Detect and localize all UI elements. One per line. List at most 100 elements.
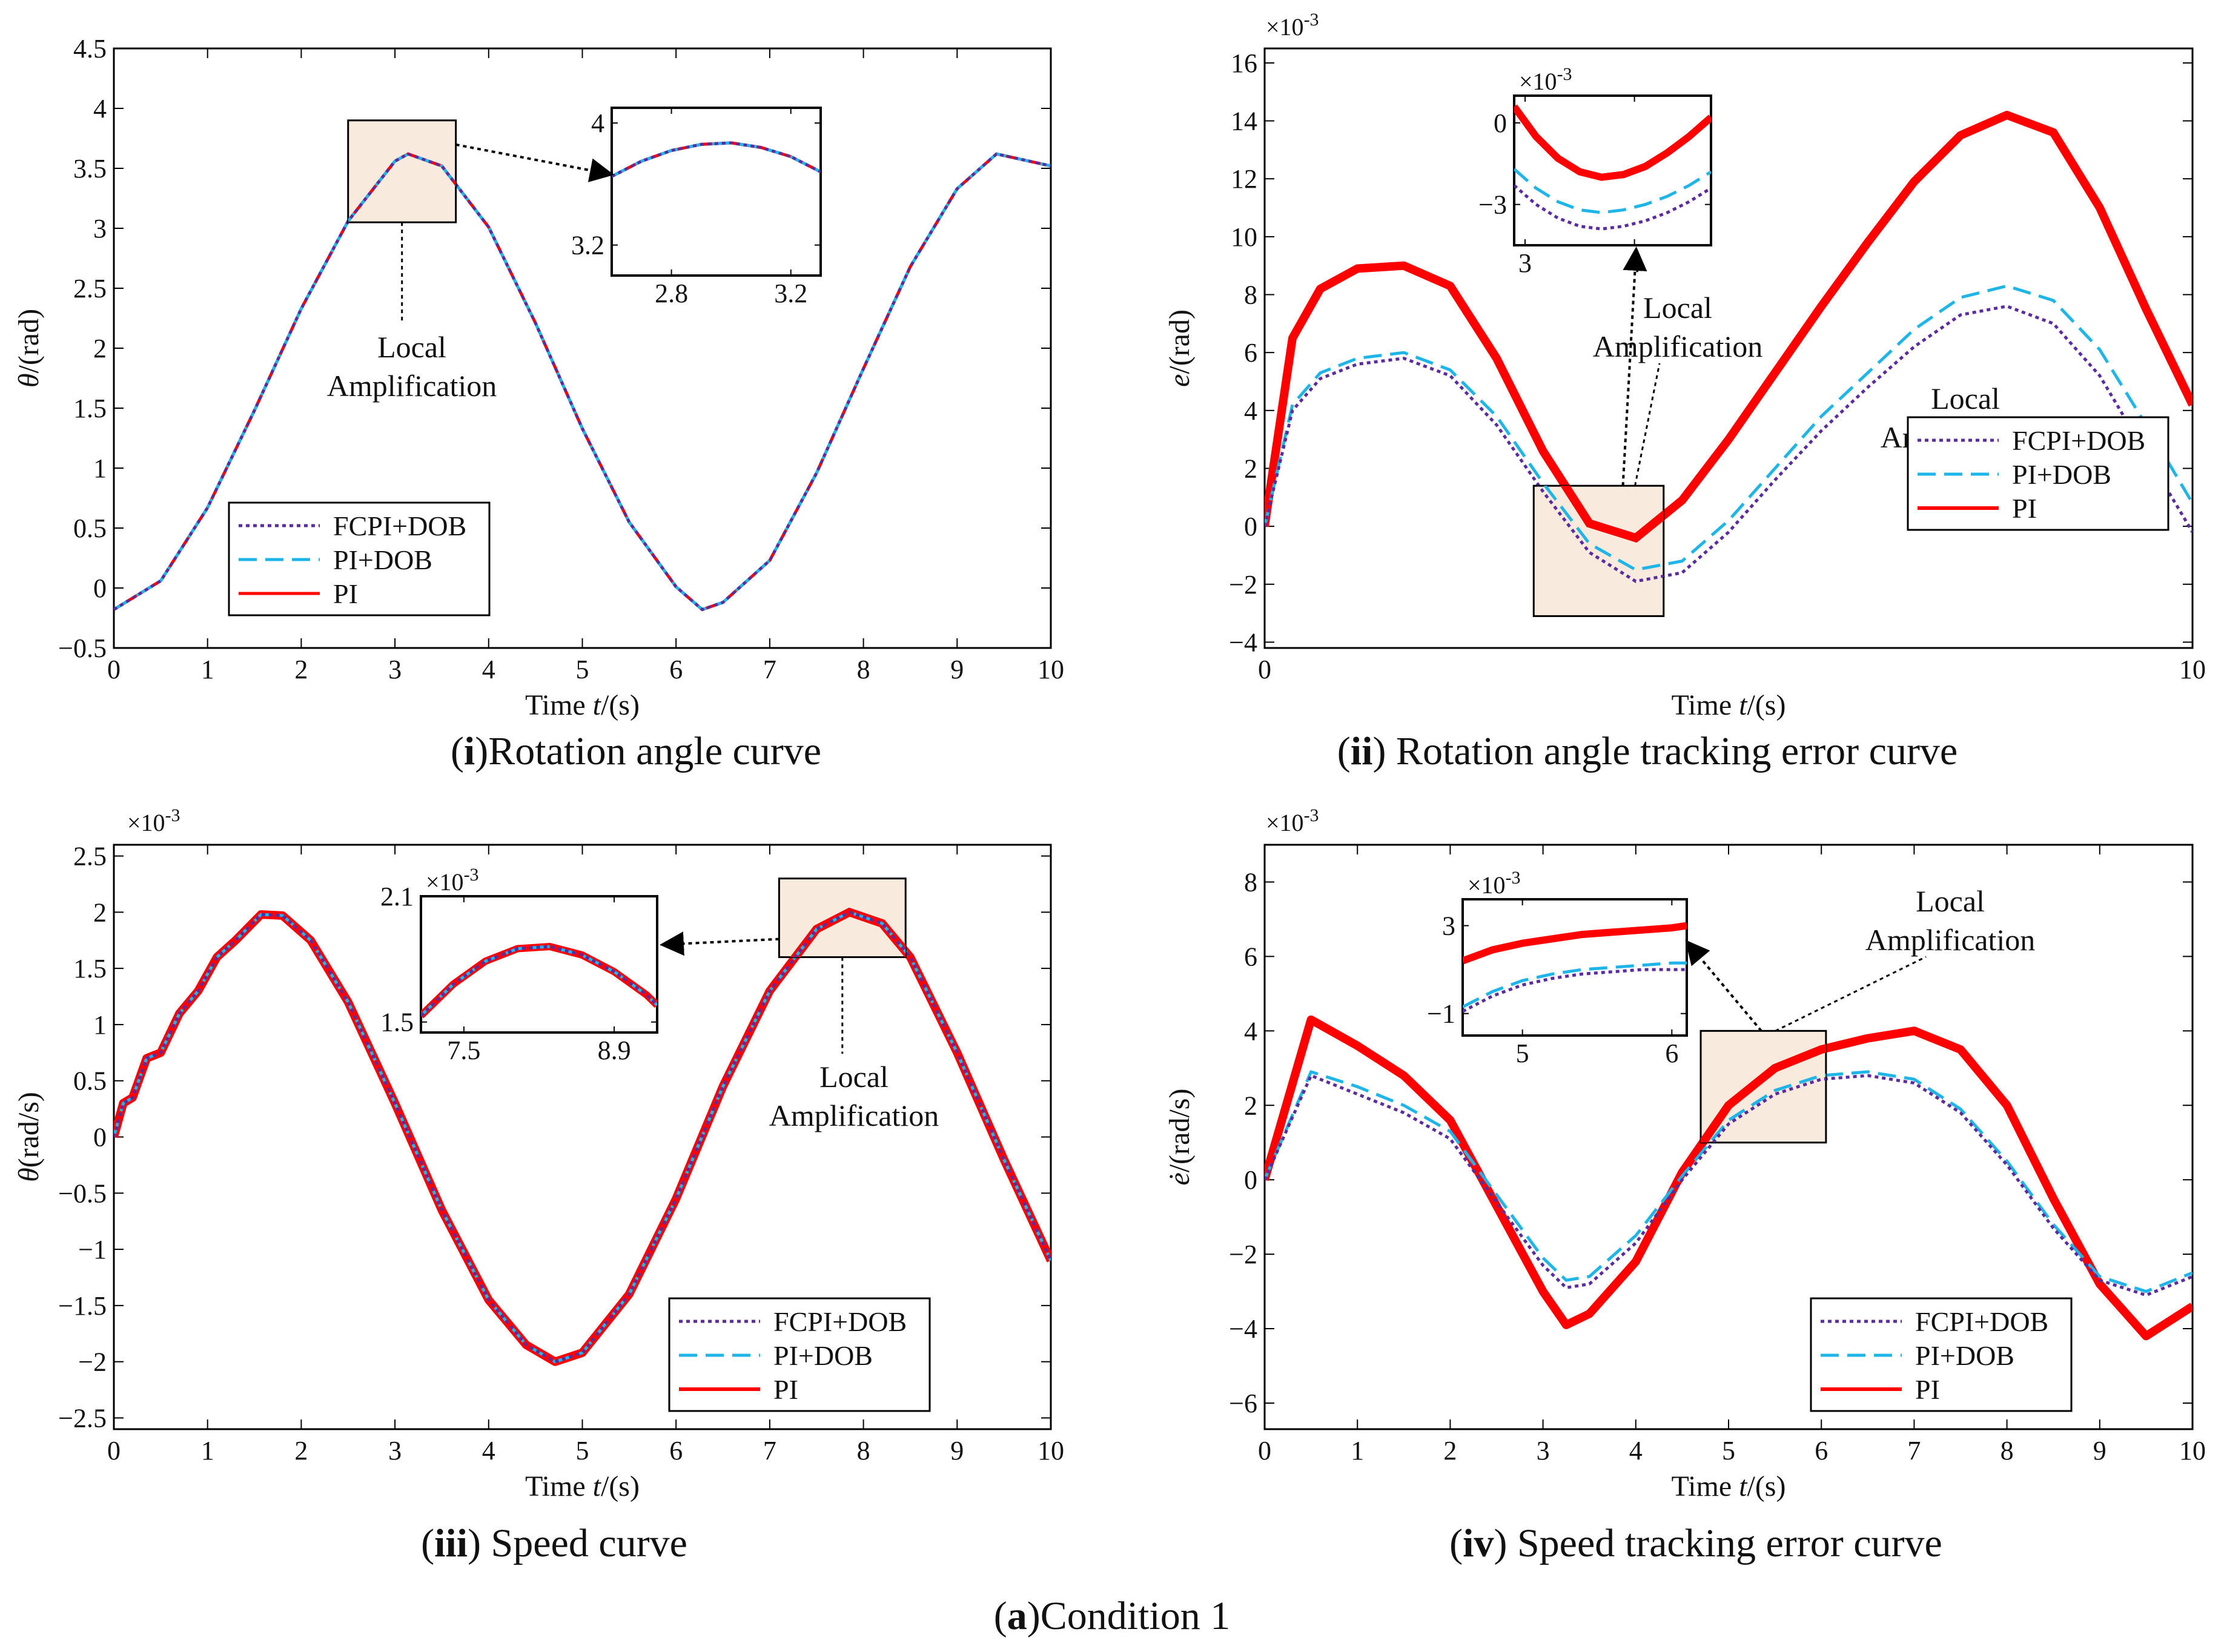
axis-multiplier: ×10-3: [1266, 10, 1319, 41]
series-group: [114, 152, 1051, 612]
panel-iii: 0 1 2 3 4 5 6 7 8 9 10 −2.5 −2 −1.5 −1 −0.5 0 0.5 1 1.5 2 2.5…: [13, 805, 1064, 1565]
x-tick-label: 1: [201, 1436, 214, 1465]
series-line-fcpi-dob: [1265, 1074, 2193, 1297]
zoom-arrow: [1621, 246, 1647, 486]
y-tick-label: −2.5: [58, 1403, 107, 1433]
y-tick-label: 0: [93, 573, 107, 603]
y-tick-label: 16: [1231, 48, 1257, 78]
x-tick-label: 7: [763, 1436, 776, 1465]
x-tick-label: 0: [1258, 1436, 1271, 1465]
x-tick-label: 7.5: [447, 1036, 480, 1065]
legend-label: PI+DOB: [2012, 459, 2111, 490]
y-tick-label: 2: [1244, 454, 1257, 483]
y-tick-label: 4: [1244, 1016, 1257, 1046]
y-tick-label: 6: [1244, 338, 1257, 368]
y-tick-label: 8: [1244, 280, 1257, 310]
annotation-line2: Amplification: [769, 1099, 939, 1132]
annotation-line1: Local: [1916, 884, 1985, 918]
x-tick-label: 0: [107, 1436, 121, 1465]
legend-label: PI: [333, 578, 358, 609]
series-line-pi: [1265, 111, 2193, 543]
x-tick-label: 5: [1722, 1436, 1735, 1465]
y-axis-label: ė/(rad/s): [1163, 1089, 1196, 1186]
zoom-series-line: [1701, 1044, 1826, 1143]
y-tick-label: 2.5: [73, 274, 107, 303]
y-tick-label: 14: [1231, 107, 1257, 136]
legend-label: FCPI+DOB: [2012, 425, 2145, 456]
x-tick-label: 6: [669, 1436, 683, 1465]
x-tick-label: 9: [950, 1436, 964, 1465]
y-tick-label: 0.5: [73, 1066, 107, 1096]
zoom-arrow: [455, 143, 614, 182]
x-tick-label: 10: [1038, 655, 1064, 684]
axis-multiplier: ×10-3: [127, 805, 180, 836]
x-tick-label: 4: [482, 1436, 495, 1465]
y-tick-label: 4: [1244, 396, 1257, 426]
legend-label: PI: [2012, 493, 2037, 524]
zoom-region-box: [347, 119, 457, 223]
y-tick-label: −2: [78, 1347, 107, 1377]
x-tick-label: 2.8: [655, 279, 688, 308]
x-tick-label: 0: [1258, 655, 1271, 684]
y-tick-label: −1: [78, 1235, 107, 1264]
panel-caption: (i)Rotation angle curve: [451, 729, 821, 773]
y-tick-label: 2.1: [380, 882, 414, 911]
x-tick-label: 10: [2179, 655, 2206, 684]
inset-series-line: [1463, 968, 1687, 1013]
x-tick-label: 6: [1665, 1039, 1678, 1068]
y-tick-label: 1: [93, 454, 107, 483]
y-tick-label: 6: [1244, 942, 1257, 971]
annotation-line1-extra: Local: [1931, 382, 2000, 415]
inset-plot: 2.8 3.2 3.2 4: [571, 107, 822, 308]
y-tick-label: 10: [1231, 222, 1257, 252]
x-tick-label: 5: [576, 655, 589, 684]
y-tick-label: −2: [1229, 570, 1257, 600]
inset-series-line: [1463, 961, 1687, 1009]
series-line-fcpi-dob: [1265, 305, 2193, 583]
inset-frame: [1513, 94, 1712, 246]
y-tick-label: −1.5: [58, 1291, 107, 1321]
annotation-line2: Amplification: [1593, 329, 1763, 363]
x-tick-label: 8: [2001, 1436, 2014, 1465]
x-axis-label: Time t/(s): [525, 1470, 640, 1502]
x-tick-label: 4: [1629, 1436, 1643, 1465]
y-tick-label: 0: [93, 1123, 107, 1152]
figure-caption: (a)Condition 1: [994, 1594, 1231, 1638]
zoom-series-line: [793, 910, 906, 957]
y-tick-label: 0.5: [73, 514, 107, 543]
inset-plot: 7.5 8.9 1.5 2.1 ×10-3: [380, 865, 658, 1065]
x-tick-label: 2: [1443, 1436, 1457, 1465]
legend-label: FCPI+DOB: [1915, 1306, 2048, 1337]
y-tick-label: 3.2: [571, 231, 604, 260]
y-tick-label: −2: [1229, 1240, 1257, 1269]
x-tick-label: 6: [1815, 1436, 1828, 1465]
legend-label: PI: [1915, 1374, 1940, 1405]
y-tick-label: 3: [1442, 911, 1455, 941]
series-line-pi-dob: [1265, 284, 2193, 572]
annotation-leader: [1775, 956, 1927, 1032]
y-axis-label: θ/(rad): [13, 309, 45, 388]
x-axis-label: Time t/(s): [1672, 689, 1786, 721]
y-tick-label: 0: [1494, 108, 1507, 138]
y-tick-label: −0.5: [58, 633, 107, 663]
annotation-line1: Local: [819, 1060, 889, 1094]
inset-series-line: [1463, 922, 1687, 965]
axis-multiplier: ×10-3: [1468, 868, 1521, 899]
zoom-arrow: [1685, 939, 1762, 1032]
inset-series-line: [421, 945, 657, 1017]
axis-multiplier: ×10-3: [1519, 64, 1572, 95]
y-tick-label: 12: [1231, 164, 1257, 194]
inset-series-line: [1514, 168, 1711, 214]
x-tick-label: 5: [1516, 1039, 1529, 1068]
x-tick-label: 3.2: [774, 279, 807, 308]
inset-series-line: [612, 141, 821, 178]
panel-iv: 0 1 2 3 4 5 6 7 8 9 10 −6 −4 −2 0 2 4 6 8 5 6 −1 3 ×10-3 Local Am…: [1163, 805, 2206, 1565]
x-tick-label: 2: [294, 655, 308, 684]
x-tick-label: 1: [201, 655, 214, 684]
y-tick-label: 3.5: [73, 154, 107, 183]
